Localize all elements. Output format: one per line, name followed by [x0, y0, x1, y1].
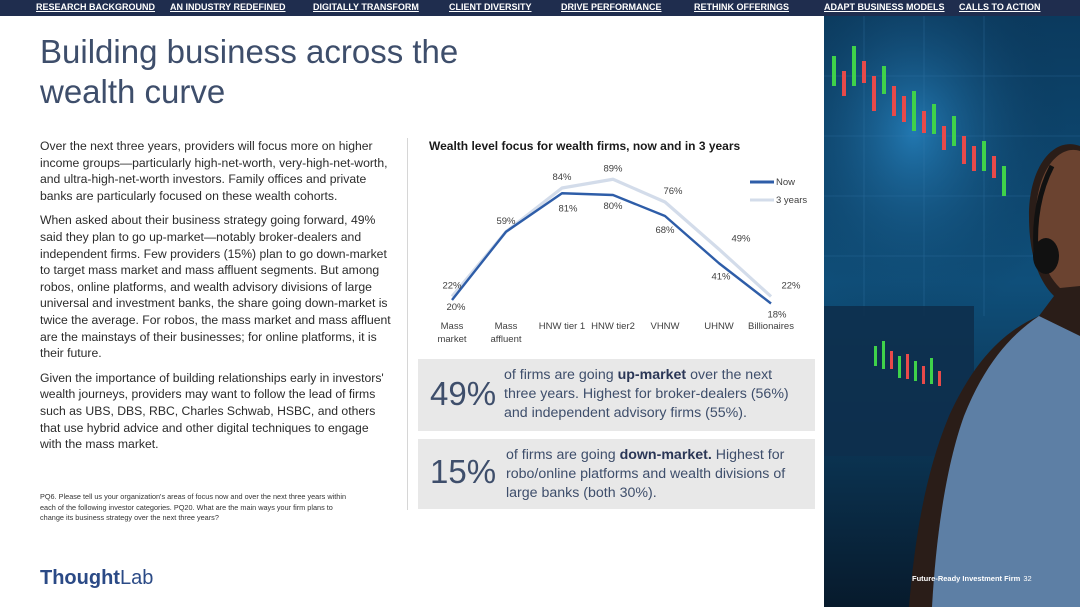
nav-an-industry-redefined[interactable]: AN INDUSTRY REDEFINED [170, 2, 286, 12]
wealth-focus-line-chart: 20% 81% 80% 68% 41% 18% 22% 59% 84% 89% 76% 49% 22% M… [437, 163, 807, 345]
nav-rethink-offerings[interactable]: RETHINK OFFERINGS [694, 2, 790, 12]
callout-up-market: 49% of firms are going up-market over th… [418, 359, 815, 431]
x-tick-label: HNW tier2 [591, 321, 635, 332]
callout-percent: 49% [430, 375, 497, 412]
data-label: 41% [711, 271, 731, 282]
callout-text-part: Highest for robo/online platforms and we… [506, 447, 786, 501]
logo-part: Lab [119, 567, 154, 589]
top-nav-bar: RESEARCH BACKGROUND AN INDUSTRY REDEFINE… [0, 0, 1080, 16]
body-paragraph: Given the importance of building relatio… [40, 370, 384, 452]
legend-label: 3 years [776, 195, 807, 206]
x-tick-label: market [437, 334, 466, 345]
callout-text: of firms are going up-market over the ne… [504, 366, 804, 423]
data-label: 22% [781, 281, 801, 292]
x-tick-label: Mass [441, 321, 464, 332]
data-label: 81% [558, 203, 578, 214]
nav-calls-to-action[interactable]: CALLS TO ACTION [959, 2, 1041, 12]
footer-label: Future-Ready Investment Firm 32 [912, 574, 1032, 583]
survey-footnote: PQ6. Please tell us your organization's … [40, 492, 347, 522]
callout-text-emphasis: down-market. [619, 447, 712, 463]
footer-title: Future-Ready Investment Firm [912, 574, 1021, 583]
callout-text-emphasis: up-market [617, 367, 687, 383]
x-tick-label: UHNW [704, 321, 734, 332]
trader-photo [824, 16, 1080, 607]
body-paragraph: When asked about their business strategy… [40, 213, 391, 361]
data-label: 68% [655, 225, 675, 236]
thoughtlab-logo: ThoughtLab [40, 567, 153, 590]
data-label: 80% [603, 201, 623, 212]
body-text: Over the next three years, providers wil… [40, 138, 392, 461]
x-tick-label: Mass [495, 321, 518, 332]
body-paragraph: Over the next three years, providers wil… [40, 139, 388, 203]
page-title: Building business across the wealth curv… [40, 33, 459, 110]
nav-drive-performance[interactable]: DRIVE PERFORMANCE [561, 2, 662, 12]
chart-title: Wealth level focus for wealth firms, now… [429, 139, 741, 153]
logo-part: Thought [40, 567, 120, 589]
column-divider [407, 138, 408, 510]
data-label: 22% [442, 281, 462, 292]
data-label: 20% [446, 302, 466, 313]
x-tick-label: Billionaires [748, 321, 794, 332]
data-label: 18% [767, 310, 787, 321]
series-line-now [451, 192, 772, 305]
callout-text: of firms are going down-market. Highest … [506, 446, 806, 503]
data-label: 49% [731, 233, 751, 244]
page-number: 32 [1023, 574, 1032, 583]
nav-research-background[interactable]: RESEARCH BACKGROUND [36, 2, 156, 12]
callout-text-part: over the next three years. Highest for b… [504, 367, 789, 421]
data-label: 89% [603, 163, 623, 174]
data-label: 59% [496, 216, 516, 227]
trader-photo-illustration [824, 16, 1080, 607]
legend-label: Now [776, 177, 795, 188]
data-label: 84% [552, 172, 572, 183]
callout-down-market: 15% of firms are going down-market. High… [418, 439, 815, 509]
nav-digitally-transform[interactable]: DIGITALLY TRANSFORM [313, 2, 419, 12]
callout-text-part: of firms are going [504, 367, 618, 383]
callout-text-part: of firms are going [506, 447, 620, 463]
nav-adapt-business-models[interactable]: ADAPT BUSINESS MODELS [824, 2, 945, 12]
x-tick-label: VHNW [650, 321, 679, 332]
x-tick-label: HNW tier 1 [539, 321, 585, 332]
callout-percent: 15% [430, 453, 497, 490]
x-tick-label: affluent [491, 334, 522, 345]
nav-client-diversity[interactable]: CLIENT DIVERSITY [449, 2, 532, 12]
data-label: 76% [663, 186, 683, 197]
